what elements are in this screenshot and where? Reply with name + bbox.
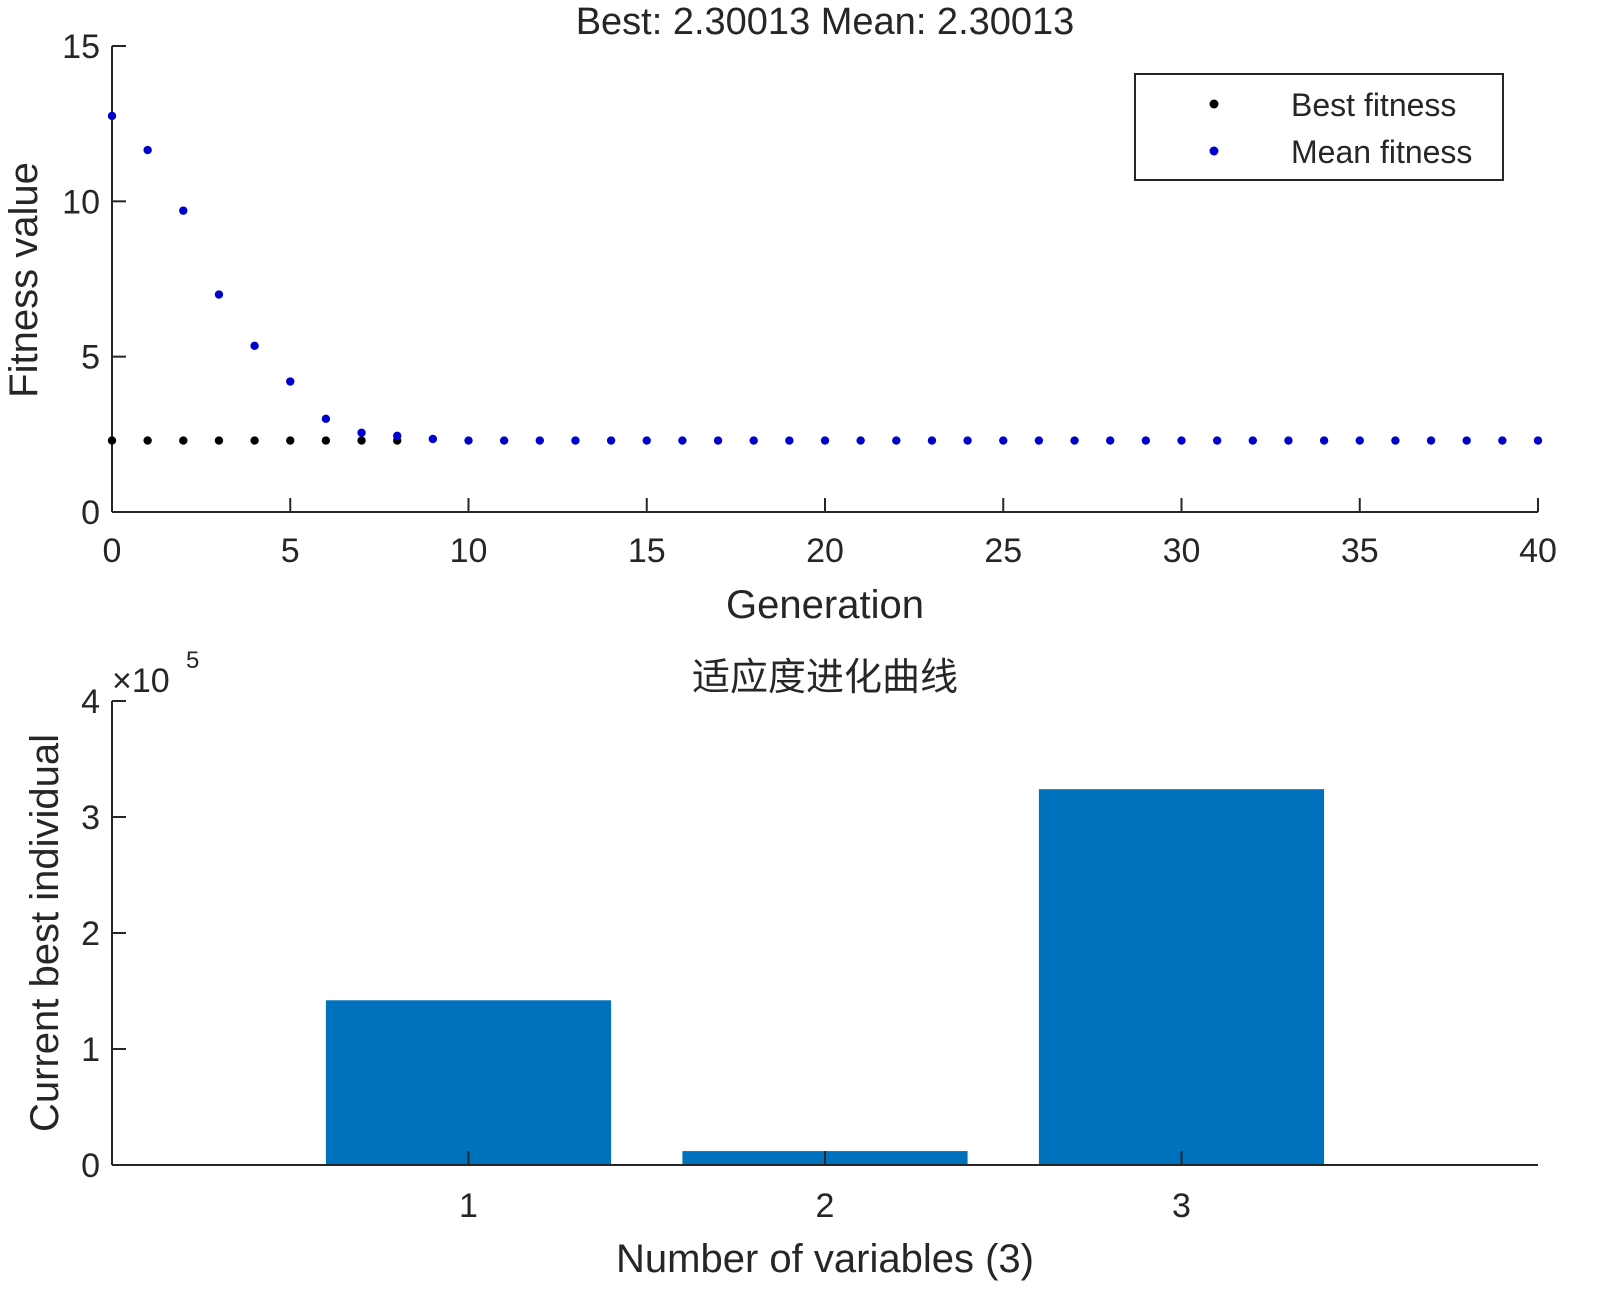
fitness-y-tick-label: 5: [81, 339, 100, 377]
fitness-points: [107, 111, 1543, 445]
fitness-x-tick-label: 40: [1519, 532, 1557, 570]
best-fitness-point: [250, 436, 259, 445]
mean-fitness-point: [856, 436, 865, 445]
mean-fitness-point: [1355, 436, 1364, 445]
mean-fitness-point: [1284, 436, 1293, 445]
bars: [325, 789, 1325, 1165]
best-fitness-point: [179, 436, 188, 445]
mean-fitness-point: [749, 436, 758, 445]
legend-label-best-fitness: Best fitness: [1291, 87, 1456, 123]
fitness-x-tick-label: 35: [1341, 532, 1379, 570]
y-scale-factor: ×10 5: [112, 647, 199, 700]
fitness-y-tick-label: 10: [62, 183, 100, 221]
fitness-x-tick-label: 0: [103, 532, 122, 570]
mean-fitness-point: [1319, 436, 1329, 445]
legend-box: [1134, 73, 1504, 181]
mean-fitness-point: [1106, 436, 1115, 445]
mean-fitness-point: [1070, 436, 1079, 445]
mean-fitness-point: [642, 436, 651, 445]
best-fitness-point: [357, 436, 366, 445]
mean-fitness-point: [499, 436, 509, 445]
legend-label-mean-fitness: Mean fitness: [1291, 134, 1472, 170]
bar-y-tick-label: 1: [81, 1031, 100, 1069]
bar-y-tick-label: 4: [81, 683, 100, 721]
fitness-y-tick-label: 15: [62, 28, 100, 66]
legend-marker-best-fitness: [1209, 99, 1219, 109]
mean-fitness-point: [1177, 436, 1186, 445]
best-fitness-point: [143, 436, 152, 445]
mean-fitness-point: [1141, 436, 1151, 445]
bar-x-tick-label: 3: [1172, 1187, 1191, 1225]
fitness-plot-title: Best: 2.30013 Mean: 2.30013: [576, 1, 1075, 43]
y-scale-base: ×10: [112, 662, 170, 700]
bar-y-ticks: 0 1 2 3 4: [81, 683, 126, 1185]
mean-fitness-point: [1248, 436, 1258, 445]
fitness-y-tick-label: 0: [81, 494, 100, 532]
mean-fitness-point: [820, 436, 830, 445]
bar-y-tick-label: 3: [81, 799, 100, 837]
bar-y-tick-label: 0: [81, 1147, 100, 1185]
fitness-legend: Best fitness Mean fitness: [1134, 73, 1504, 181]
mean-fitness-point: [1391, 436, 1400, 445]
bar-x-axis-label: Number of variables (3): [616, 1237, 1034, 1281]
mean-fitness-point: [321, 414, 331, 423]
mean-fitness-point: [571, 436, 580, 445]
fitness-x-tick-label: 15: [628, 532, 666, 570]
fitness-y-ticks: 0 5 10 15: [62, 28, 126, 532]
mean-fitness-point: [1034, 436, 1044, 445]
fitness-y-axis-label: Fitness value: [2, 162, 46, 398]
mean-fitness-point: [179, 206, 188, 215]
mean-fitness-point: [464, 436, 473, 445]
mean-fitness-point: [214, 290, 224, 299]
mean-fitness-point: [1426, 436, 1436, 445]
mean-fitness-point: [1462, 436, 1471, 445]
best-fitness-point: [214, 436, 224, 445]
mean-fitness-point: [1533, 436, 1543, 445]
bar-3: [1038, 789, 1325, 1165]
mean-fitness-point: [785, 436, 794, 445]
mean-fitness-point: [428, 434, 438, 444]
y-scale-exponent: 5: [186, 647, 199, 674]
mean-fitness-point: [250, 341, 259, 350]
mean-fitness-point: [713, 436, 723, 445]
mean-fitness-point: [606, 436, 616, 445]
fitness-x-ticks: 0 5 10 15 20 25 30 35 40: [103, 498, 1557, 570]
mean-fitness-point: [1498, 436, 1507, 445]
mean-fitness-point: [1212, 436, 1222, 445]
mean-fitness-point: [107, 111, 117, 121]
bar-y-tick-label: 2: [81, 915, 100, 953]
bar-y-axis-label: Current best individual: [23, 734, 67, 1132]
fitness-x-tick-label: 10: [450, 532, 488, 570]
mean-fitness-point: [286, 377, 295, 386]
mean-fitness-point: [357, 428, 366, 437]
mean-fitness-point: [535, 436, 544, 445]
legend-marker-mean-fitness: [1209, 146, 1219, 156]
bar-x-ticks: 1 2 3: [459, 1151, 1191, 1225]
best-fitness-point: [286, 436, 295, 445]
mean-fitness-point: [143, 145, 152, 155]
fitness-x-tick-label: 5: [281, 532, 300, 570]
mean-fitness-point: [999, 436, 1008, 445]
mean-fitness-point: [393, 431, 402, 441]
best-individual-plot: 适应度进化曲线 ×10 5 0 1 2 3 4 1 2 3 Number of variab…: [23, 647, 1538, 1281]
best-individual-plot-title: 适应度进化曲线: [692, 657, 958, 699]
fitness-x-tick-label: 20: [806, 532, 844, 570]
fitness-x-tick-label: 25: [984, 532, 1022, 570]
fitness-x-tick-label: 30: [1163, 532, 1201, 570]
mean-fitness-point: [678, 436, 687, 445]
best-fitness-point: [107, 436, 117, 445]
fitness-x-axis-label: Generation: [726, 583, 924, 627]
bar-x-tick-label: 1: [459, 1187, 478, 1225]
bar-1: [325, 1000, 612, 1165]
best-fitness-point: [321, 436, 331, 445]
bar-x-tick-label: 2: [816, 1187, 835, 1225]
mean-fitness-point: [927, 436, 937, 445]
mean-fitness-point: [963, 436, 972, 445]
fitness-plot: Best: 2.30013 Mean: 2.30013 0 5 10 15 0 5 10 1…: [2, 1, 1557, 627]
mean-fitness-point: [892, 436, 901, 445]
